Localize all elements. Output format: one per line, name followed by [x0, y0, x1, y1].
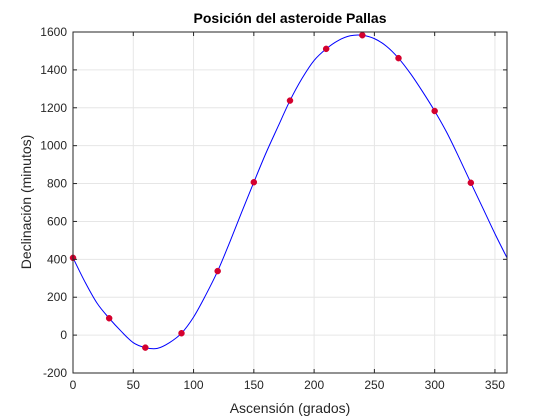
data-point [431, 107, 438, 115]
y-tick-label: 800 [47, 177, 67, 191]
x-tick-label: 150 [244, 378, 264, 392]
data-point [395, 54, 402, 62]
data-point [322, 45, 330, 53]
plot-frame [72, 31, 508, 374]
plot-area [73, 32, 507, 373]
data-point [142, 344, 149, 351]
x-tick-label: 250 [364, 378, 384, 392]
x-tick-label: 0 [70, 378, 77, 392]
grid [73, 32, 507, 373]
y-tick-label: 1200 [40, 101, 67, 115]
data-point [105, 315, 113, 322]
data-point [467, 179, 475, 187]
y-tick-label: 0 [60, 328, 67, 342]
x-tick-label: 200 [304, 378, 324, 392]
data-point [359, 31, 366, 39]
data-points-layer [69, 31, 475, 351]
x-tick-label: 50 [127, 378, 141, 392]
x-axis-label: Ascensión (grados) [230, 400, 351, 416]
y-tick-label: 1400 [40, 63, 67, 77]
data-point [250, 178, 258, 186]
tick-layer: 0 50 100 150 200 250 300 350-200020040060080010… [40, 25, 507, 392]
x-tick-label: 350 [485, 378, 505, 392]
y-tick-label: 1000 [40, 139, 67, 153]
y-tick-label: 600 [47, 214, 67, 228]
y-tick-label: 1600 [40, 25, 67, 39]
y-tick-label: 400 [47, 252, 67, 266]
x-tick-label: 300 [425, 378, 445, 392]
y-tick-label: -200 [43, 366, 67, 380]
data-point [286, 97, 294, 104]
data-point [178, 329, 185, 337]
y-tick-label: 200 [47, 290, 67, 304]
x-tick-label: 100 [184, 378, 204, 392]
data-point [214, 267, 221, 275]
chart-title: Posición del asteroide Pallas [194, 10, 387, 26]
y-axis-label: Declinación (minutos) [18, 135, 34, 270]
